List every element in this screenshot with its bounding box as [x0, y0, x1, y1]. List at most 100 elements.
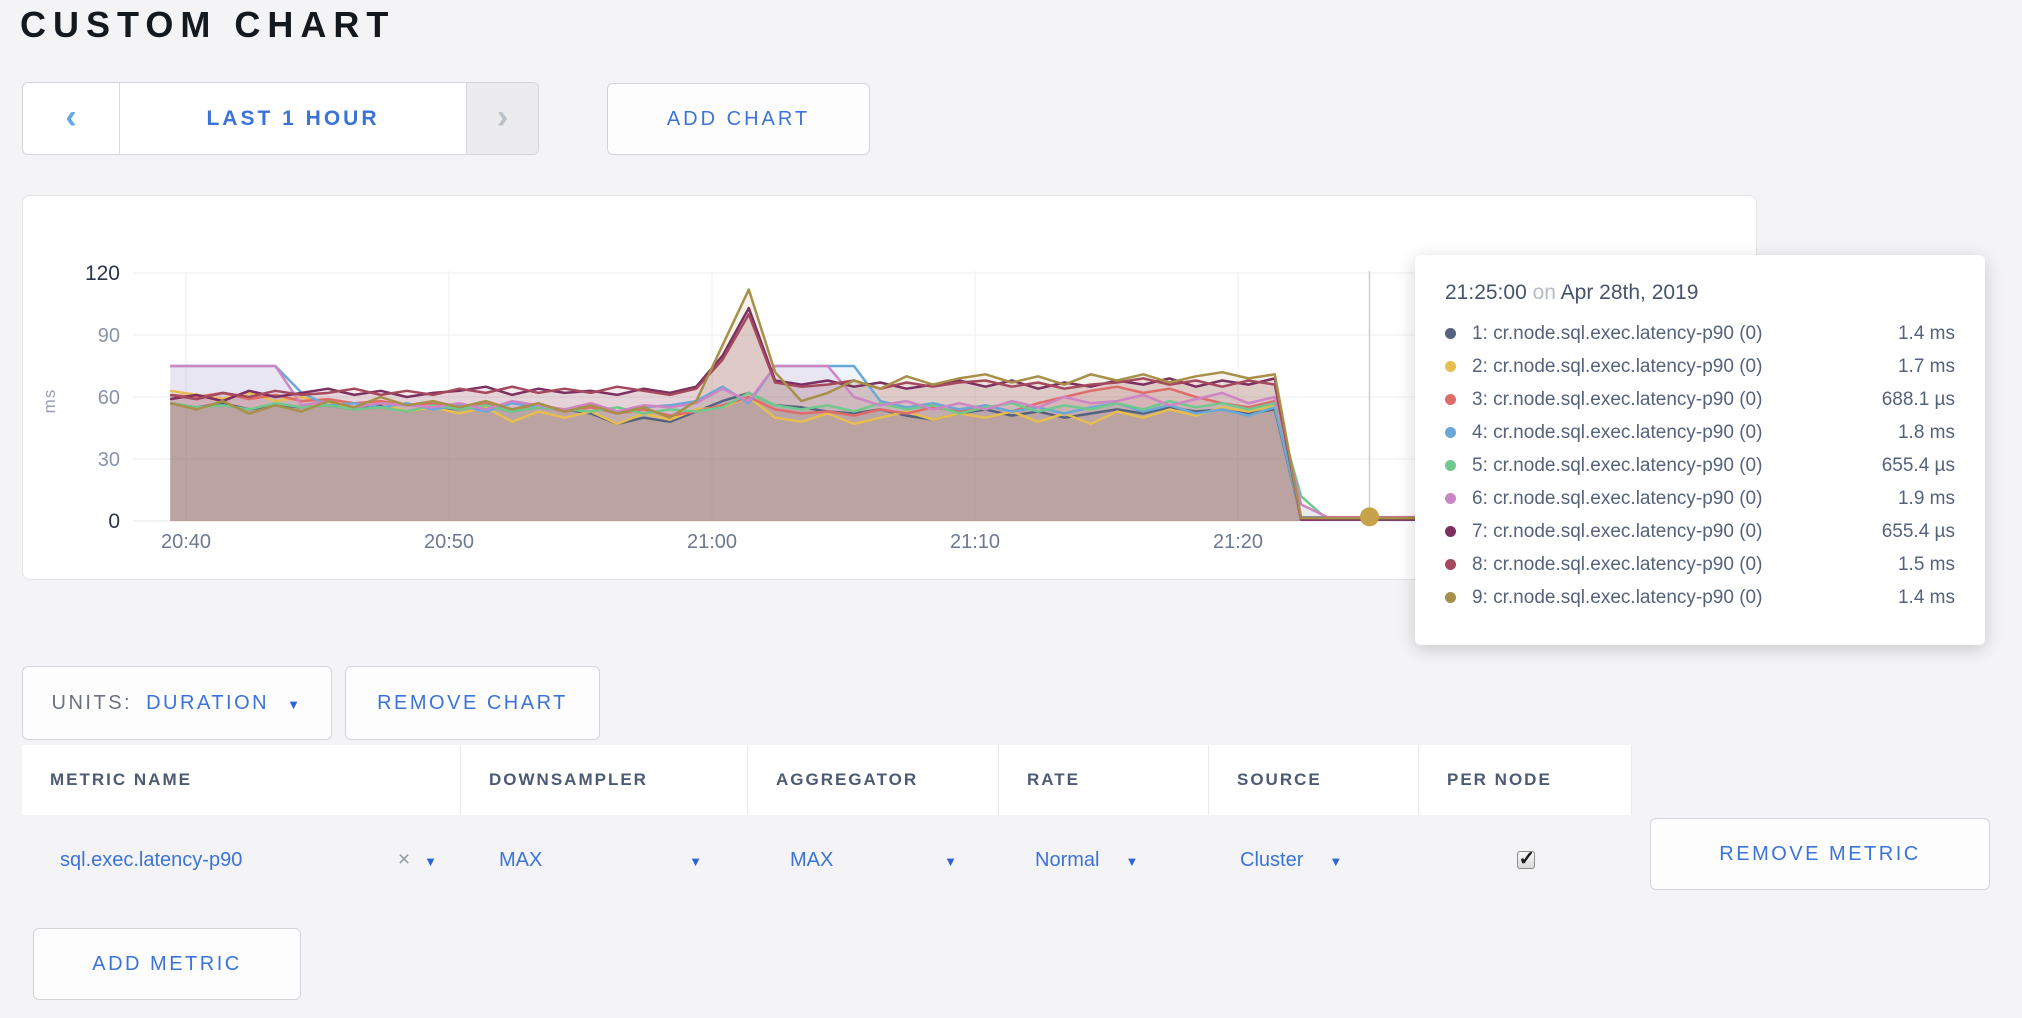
tooltip-series-label: 9: cr.node.sql.exec.latency-p90 (0) [1472, 586, 1763, 608]
time-window-range-button[interactable]: LAST 1 HOUR [120, 83, 467, 154]
chevron-right-icon: › [496, 97, 509, 136]
metric-name-cell: sql.exec.latency-p90 × ▼ [22, 815, 461, 905]
chevron-down-icon: ▼ [689, 853, 702, 869]
chevron-down-icon: ▼ [287, 696, 303, 712]
add-chart-label: ADD CHART [666, 107, 811, 130]
series-color-dot-icon [1445, 361, 1456, 372]
series-area-2 [170, 390, 1696, 521]
series-color-dot-icon [1445, 559, 1456, 570]
aggregator-value: MAX [790, 848, 834, 871]
chart-tooltip: 21:25:00 on Apr 28th, 2019 1: cr.node.sq… [1415, 255, 1985, 645]
tooltip-row: 1: cr.node.sql.exec.latency-p90 (0) 1.4 m… [1445, 317, 1955, 350]
time-window-prev-button[interactable]: ‹ [23, 83, 120, 154]
x-tick-label: 20:40 [161, 531, 211, 553]
time-window-label: LAST 1 HOUR [206, 106, 380, 130]
downsampler-select[interactable]: MAX ▼ [461, 815, 748, 905]
remove-chart-label: REMOVE CHART [377, 691, 568, 714]
chevron-down-icon: ▼ [1125, 853, 1139, 869]
tooltip-row: 8: cr.node.sql.exec.latency-p90 (0) 1.5 m… [1445, 548, 1955, 581]
y-tick-label: 90 [98, 325, 120, 347]
tooltip-row: 3: cr.node.sql.exec.latency-p90 (0) 688.1… [1445, 383, 1955, 416]
rate-select[interactable]: Normal ▼ [999, 815, 1209, 905]
series-color-dot-icon [1445, 493, 1456, 504]
source-value: Cluster [1240, 848, 1304, 871]
x-tick-label: 21:10 [950, 531, 1000, 553]
y-tick-label: 0 [108, 510, 120, 533]
series-area-3 [170, 386, 1696, 521]
tooltip-row: 7: cr.node.sql.exec.latency-p90 (0) 655.4… [1445, 515, 1955, 548]
metric-name-value[interactable]: sql.exec.latency-p90 [60, 848, 243, 871]
aggregator-select[interactable]: MAX ▼ [748, 815, 999, 905]
y-tick-label: 30 [98, 449, 120, 471]
column-header-aggregator: AGGREGATOR [748, 745, 999, 815]
source-select[interactable]: Cluster ▼ [1209, 815, 1419, 905]
column-header-per-node: PER NODE [1419, 745, 1632, 815]
tooltip-row: 9: cr.node.sql.exec.latency-p90 (0) 1.4 m… [1445, 581, 1955, 614]
column-header-downsampler: DOWNSAMPLER [461, 745, 748, 815]
tooltip-series-label: 4: cr.node.sql.exec.latency-p90 (0) [1472, 421, 1763, 443]
time-window-next-button[interactable]: › [467, 83, 538, 154]
page-title: CUSTOM CHART [20, 4, 396, 45]
tooltip-series-value: 1.5 ms [1897, 553, 1955, 575]
tooltip-series-label: 8: cr.node.sql.exec.latency-p90 (0) [1472, 553, 1763, 575]
tooltip-series-label: 5: cr.node.sql.exec.latency-p90 (0) [1472, 454, 1763, 476]
remove-metric-label: REMOVE METRIC [1719, 842, 1921, 865]
series-color-dot-icon [1445, 526, 1456, 537]
tooltip-header: 21:25:00 on Apr 28th, 2019 [1445, 281, 1955, 305]
tooltip-series-value: 1.7 ms [1897, 355, 1955, 377]
hover-point-marker [1360, 507, 1379, 527]
per-node-checkbox[interactable] [1516, 846, 1535, 871]
add-chart-button[interactable]: ADD CHART [607, 83, 870, 155]
units-label: UNITS: [51, 691, 133, 714]
units-value: DURATION [146, 691, 270, 714]
remove-chart-button[interactable]: REMOVE CHART [345, 666, 600, 740]
tooltip-series-label: 1: cr.node.sql.exec.latency-p90 (0) [1472, 322, 1763, 344]
chevron-left-icon: ‹ [65, 97, 77, 136]
tooltip-time: 21:25:00 [1445, 281, 1527, 304]
series-color-dot-icon [1445, 460, 1456, 471]
add-metric-button[interactable]: ADD METRIC [33, 928, 301, 1000]
x-tick-label: 21:00 [687, 531, 737, 553]
tooltip-row: 2: cr.node.sql.exec.latency-p90 (0) 1.7 m… [1445, 350, 1955, 383]
tooltip-on-word: on [1532, 281, 1556, 304]
column-header-source: SOURCE [1209, 745, 1419, 815]
tooltip-row: 6: cr.node.sql.exec.latency-p90 (0) 1.9 m… [1445, 482, 1955, 515]
column-header-rate: RATE [999, 745, 1209, 815]
chevron-down-icon[interactable]: ▼ [424, 853, 437, 869]
tooltip-series-label: 6: cr.node.sql.exec.latency-p90 (0) [1472, 487, 1763, 509]
series-area-7 [170, 308, 1696, 521]
tooltip-series-value: 1.9 ms [1897, 487, 1955, 509]
series-area-1 [170, 392, 1696, 521]
tooltip-series-label: 3: cr.node.sql.exec.latency-p90 (0) [1472, 388, 1763, 410]
series-area-6 [170, 366, 1696, 521]
tooltip-series-value: 1.4 ms [1897, 322, 1955, 344]
column-header-metric-name: METRIC NAME [22, 745, 461, 815]
series-area-8 [170, 314, 1696, 521]
series-color-dot-icon [1445, 328, 1456, 339]
tooltip-series-label: 7: cr.node.sql.exec.latency-p90 (0) [1472, 520, 1763, 542]
tooltip-row: 4: cr.node.sql.exec.latency-p90 (0) 1.8 m… [1445, 416, 1955, 449]
y-tick-label: 60 [98, 387, 120, 409]
series-color-dot-icon [1445, 592, 1456, 603]
per-node-cell [1419, 815, 1632, 905]
series-color-dot-icon [1445, 427, 1456, 438]
series-area-4 [170, 366, 1696, 521]
units-dropdown[interactable]: UNITS: DURATION ▼ [22, 666, 332, 740]
add-metric-label: ADD METRIC [92, 952, 242, 975]
time-window-selector: ‹ LAST 1 HOUR › [22, 82, 539, 155]
y-axis-unit-label: ms [40, 389, 59, 414]
x-tick-label: 21:20 [1213, 531, 1263, 553]
x-tick-label: 20:50 [424, 531, 474, 553]
chevron-down-icon: ▼ [944, 853, 957, 869]
y-tick-label: 120 [85, 262, 120, 285]
remove-metric-button[interactable]: REMOVE METRIC [1650, 818, 1990, 890]
tooltip-rows: 1: cr.node.sql.exec.latency-p90 (0) 1.4 m… [1445, 317, 1955, 614]
clear-metric-icon[interactable]: × [397, 848, 411, 871]
rate-value: Normal [1035, 848, 1100, 871]
tooltip-series-value: 655.4 µs [1881, 454, 1955, 476]
tooltip-row: 5: cr.node.sql.exec.latency-p90 (0) 655.4… [1445, 449, 1955, 482]
tooltip-series-label: 2: cr.node.sql.exec.latency-p90 (0) [1472, 355, 1763, 377]
downsampler-value: MAX [499, 848, 543, 871]
latency-chart-svg[interactable]: 0 30 60 90 120 ms 20:40 20:50 21:00 21:10 21:20 [23, 196, 1756, 579]
